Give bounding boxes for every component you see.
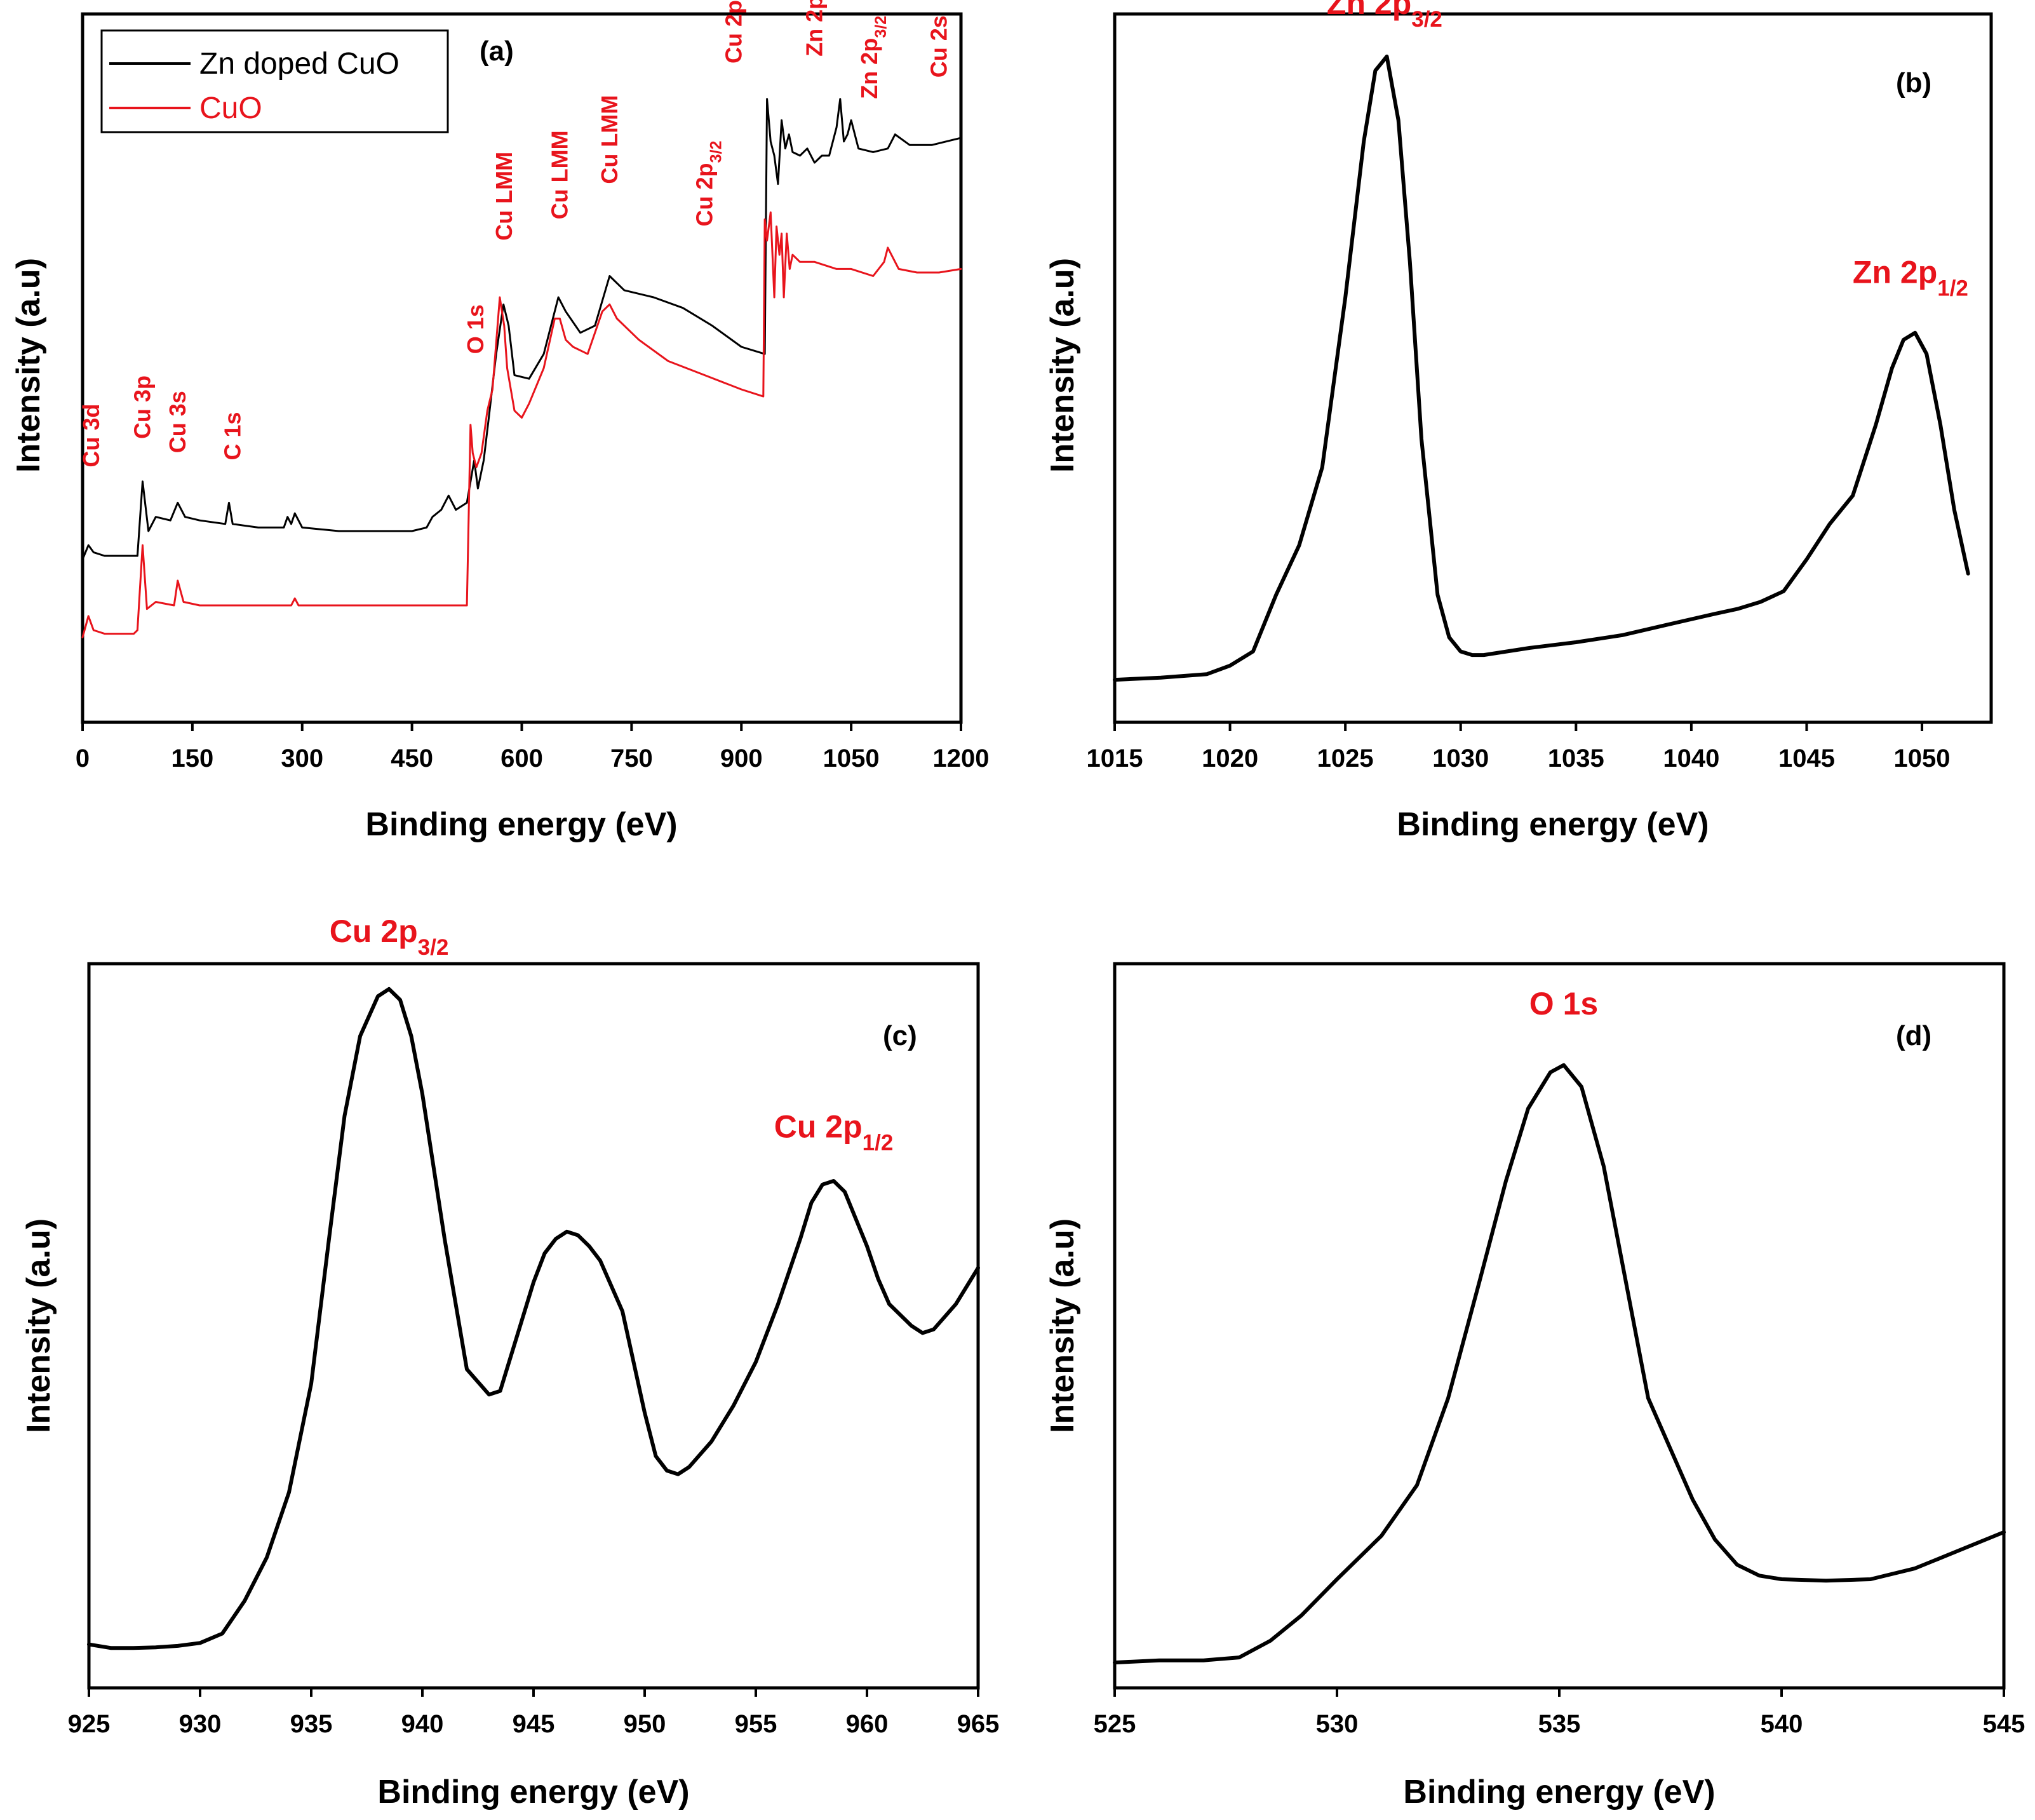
series-line-cu-2p xyxy=(87,987,980,1650)
annotation-cu-3p: Cu 3p xyxy=(130,375,156,439)
x-tick-label: 940 xyxy=(401,1710,444,1738)
x-tick-label: 925 xyxy=(68,1710,111,1738)
annotation-cu-2p3-2: Cu 2p3/2 xyxy=(330,913,449,960)
panel-a-x-axis-title: Binding energy (eV) xyxy=(365,806,677,843)
x-tick-label: 600 xyxy=(500,745,543,772)
panel-c-annotations: Cu 2p3/2 Cu 2p1/2 xyxy=(330,913,894,1155)
panel-c-x-ticks: 925 930 935 940 945 950 955 960 965 xyxy=(68,1688,1000,1738)
panel-c-y-axis-title: Intensity (a.u) xyxy=(20,1218,57,1433)
x-tick-label: 1050 xyxy=(823,745,880,772)
x-tick-label: 525 xyxy=(1094,1710,1136,1738)
x-tick-label: 1040 xyxy=(1663,745,1719,772)
legend-label-zn-doped-cuo: Zn doped CuO xyxy=(199,47,400,81)
x-tick-label: 945 xyxy=(513,1710,555,1738)
x-tick-label: 1045 xyxy=(1778,745,1835,772)
x-tick-label: 0 xyxy=(76,745,90,772)
annotation-cu-lmm: Cu LMM xyxy=(596,95,622,184)
x-tick-label: 530 xyxy=(1316,1710,1359,1738)
panel-c-x-axis-title: Binding energy (eV) xyxy=(377,1774,689,1810)
panel-d-x-axis-title: Binding energy (eV) xyxy=(1403,1774,1715,1810)
x-tick-label: 545 xyxy=(1983,1710,2025,1738)
panel-b-series xyxy=(1113,54,1970,682)
x-tick-label: 935 xyxy=(290,1710,333,1738)
panel-c-cu2p-spectrum: 925 930 935 940 945 950 955 960 965 Cu 2p3/2Cu 2… xyxy=(20,913,999,1810)
legend-label-cuo: CuO xyxy=(199,91,262,125)
panel-c-series xyxy=(87,987,980,1650)
panel-b-plot-frame xyxy=(1113,12,1993,724)
panel-a-annotations: Cu 3d Cu 3p Cu 3s C 1s O 1s Cu LMM Cu LMM Cu LM… xyxy=(78,0,952,468)
x-tick-label: 450 xyxy=(391,745,433,772)
x-tick-label: 1200 xyxy=(933,745,990,772)
annotation-cu-lmm: Cu LMM xyxy=(491,152,517,241)
panel-d-x-ticks: 525 530 535 540 545 xyxy=(1094,1688,2025,1738)
x-tick-label: 535 xyxy=(1538,1710,1581,1738)
panel-c-label: (c) xyxy=(883,1020,917,1051)
panel-b-x-ticks: 1015 1020 1025 1030 1035 1040 1045 1050 xyxy=(1087,722,1951,772)
panel-a-legend: Zn doped CuO CuO xyxy=(100,29,449,133)
x-tick-label: 1025 xyxy=(1317,745,1374,772)
panel-d-o1s-spectrum: 525 530 535 540 545 O 1s (d) Binding energy … xyxy=(1044,962,2025,1810)
x-tick-label: 1015 xyxy=(1087,745,1143,772)
x-tick-label: 900 xyxy=(720,745,763,772)
series-line-o-1s xyxy=(1113,1063,2006,1665)
annotation-cu-2s: Cu 2s xyxy=(925,15,951,78)
panel-d-y-axis-title: Intensity (a.u) xyxy=(1044,1218,1081,1433)
series-line-zn-doped-cuo xyxy=(81,98,962,560)
annotation-cu-2p1-2: Cu 2p1/2 xyxy=(721,0,755,64)
panel-b-zn2p-spectrum: 1015 1020 1025 1030 1035 1040 1045 1050 Zn 2p3/… xyxy=(1044,0,1993,843)
x-tick-label: 750 xyxy=(610,745,653,772)
x-tick-label: 960 xyxy=(846,1710,889,1738)
annotation-zn-2p3-2: Zn 2p3/2 xyxy=(856,16,890,99)
panel-c-plot-frame xyxy=(87,962,980,1690)
annotation-zn-2p1-2: Zn 2p1/2 xyxy=(1853,255,1968,301)
panel-a-legend-box xyxy=(100,29,449,133)
panel-a-label: (a) xyxy=(480,36,514,67)
x-tick-label: 1050 xyxy=(1894,745,1951,772)
x-tick-label: 1035 xyxy=(1548,745,1604,772)
annotation-cu-3s: Cu 3s xyxy=(165,391,191,453)
annotation-o-1s: O 1s xyxy=(1529,986,1598,1021)
panel-d-annotations: O 1s xyxy=(1529,986,1598,1021)
panel-b-y-axis-title: Intensity (a.u) xyxy=(1044,258,1081,473)
x-tick-label: 1030 xyxy=(1432,745,1489,772)
x-tick-label: 930 xyxy=(179,1710,222,1738)
x-tick-label: 950 xyxy=(624,1710,666,1738)
x-tick-label: 540 xyxy=(1761,1710,1803,1738)
x-tick-label: 150 xyxy=(171,745,214,772)
x-tick-label: 1020 xyxy=(1202,745,1258,772)
panel-a-series xyxy=(81,98,962,638)
x-tick-label: 965 xyxy=(957,1710,1000,1738)
x-tick-label: 300 xyxy=(281,745,323,772)
panel-a-x-ticks: 0 150 300 450 600 750 900 1050 1200 xyxy=(76,722,990,772)
annotation-cu-3d: Cu 3d xyxy=(78,404,104,468)
x-tick-label: 955 xyxy=(735,1710,777,1738)
panel-a-survey-spectrum: 0 150 300 450 600 750 900 1050 1200 Cu 3d Cu 3p Cu… xyxy=(10,0,989,843)
annotation-c-1s: C 1s xyxy=(219,412,245,460)
annotation-zn-2p3-2: Zn 2p3/2 xyxy=(802,0,835,57)
annotation-o-1s: O 1s xyxy=(462,304,488,354)
series-line-cuo xyxy=(81,211,962,638)
annotation-cu-lmm: Cu LMM xyxy=(546,130,572,219)
annotation-cu-2p3-2: Cu 2p3/2 xyxy=(692,140,725,226)
annotation-cu-2p1-2: Cu 2p1/2 xyxy=(774,1109,894,1156)
panel-b-annotations: Zn 2p3/2 Zn 2p1/2 xyxy=(1327,0,1968,300)
annotation-zn-2p3-2: Zn 2p3/2 xyxy=(1327,0,1442,32)
panel-a-y-axis-title: Intensity (a.u) xyxy=(10,258,47,473)
panel-b-label: (b) xyxy=(1896,67,1931,98)
panel-d-series xyxy=(1113,1063,2006,1665)
panel-b-x-axis-title: Binding energy (eV) xyxy=(1397,806,1709,843)
panel-d-label: (d) xyxy=(1896,1020,1931,1051)
series-line-zn-2p xyxy=(1113,54,1970,682)
